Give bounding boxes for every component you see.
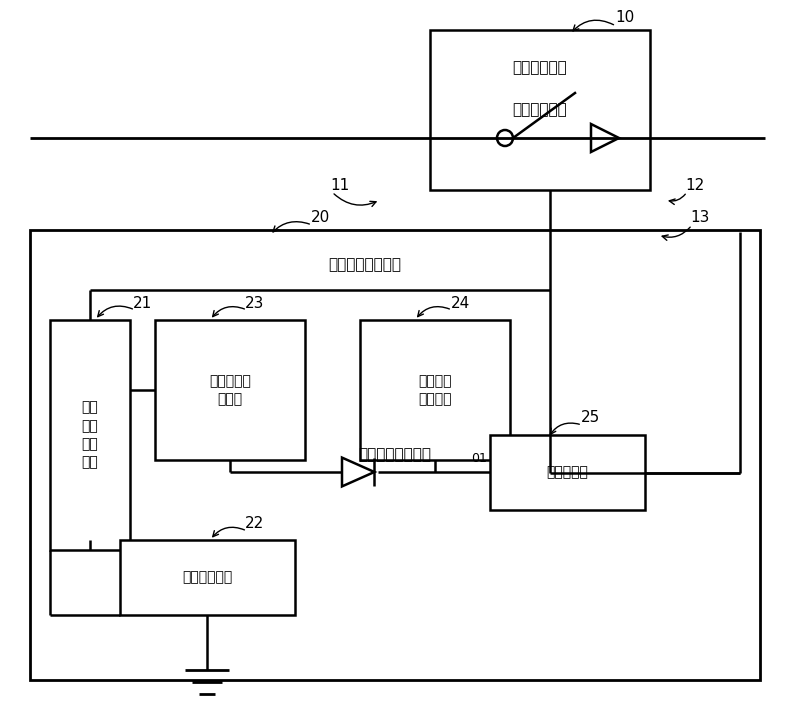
Text: 电子开关电路: 电子开关电路 [513, 103, 567, 118]
Text: 开关器件电路: 开关器件电路 [182, 571, 233, 584]
Text: 11: 11 [330, 177, 350, 192]
Text: 24: 24 [450, 296, 470, 310]
Text: 电子开关电路: 电子开关电路 [513, 60, 567, 75]
Text: 01: 01 [471, 452, 487, 465]
Bar [360, 320, 510, 460]
Bar [490, 435, 645, 510]
Text: 稳压开关控制电路: 稳压开关控制电路 [358, 447, 431, 462]
Text: 12: 12 [686, 177, 705, 192]
Text: 稳压开关控制电路: 稳压开关控制电路 [329, 258, 402, 273]
Text: 25: 25 [580, 411, 600, 426]
Bar [50, 320, 130, 550]
Text: 比较器电路: 比较器电路 [546, 465, 589, 480]
Text: 20: 20 [310, 210, 330, 225]
Bar [155, 320, 305, 460]
Bar [430, 30, 650, 190]
Bar [120, 540, 295, 615]
Text: 13: 13 [690, 210, 710, 225]
Text: 输出电压
反馈电路: 输出电压 反馈电路 [418, 374, 452, 406]
Text: 21: 21 [134, 296, 153, 310]
Bar [30, 230, 760, 680]
Text: 比较电压输
入电路: 比较电压输 入电路 [209, 374, 251, 406]
Text: 开关
信号
输入
电路: 开关 信号 输入 电路 [82, 401, 98, 470]
Text: 22: 22 [246, 516, 265, 531]
Text: 10: 10 [615, 11, 634, 26]
Text: 23: 23 [246, 296, 265, 310]
